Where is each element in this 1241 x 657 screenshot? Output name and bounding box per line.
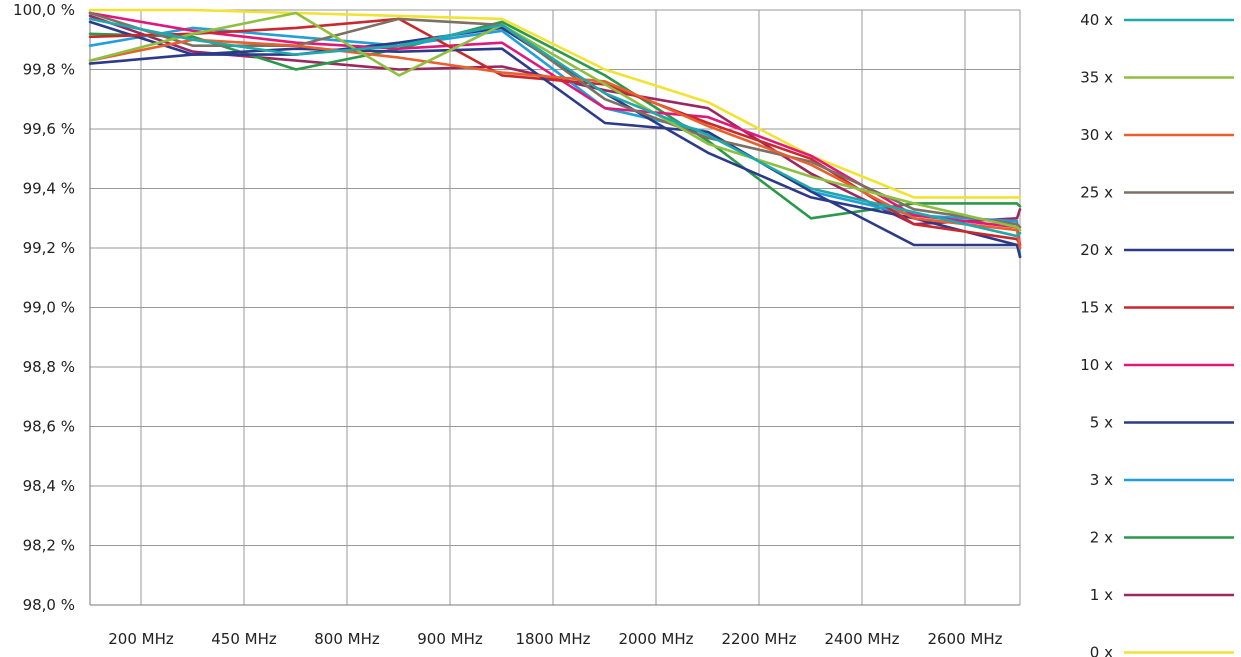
legend-label: 40 x <box>1080 11 1113 29</box>
y-tick-label: 98,6 % <box>23 418 75 436</box>
y-tick-label: 99,8 % <box>23 61 75 79</box>
y-tick-label: 100,0 % <box>13 1 75 19</box>
x-tick-labels: 200 MHz 450 MHz 800 MHz 900 MHz 1800 MHz 2000… <box>108 630 1002 648</box>
x-tick-label: 900 MHz <box>417 630 483 648</box>
legend-label: 15 x <box>1080 299 1113 317</box>
y-tick-label: 98,4 % <box>23 477 75 495</box>
y-tick-label: 99,6 % <box>23 120 75 138</box>
y-tick-label: 99,4 % <box>23 180 75 198</box>
series-line-2x <box>88 20 1022 220</box>
x-tick-label: 2200 MHz <box>721 630 796 648</box>
series-line-30x <box>88 38 1022 250</box>
legend-label: 2 x <box>1090 529 1113 547</box>
legend: 40 x 35 x 30 x 25 x 20 x 15 x 10 x 5 x 3 x 2 x 1 x… <box>1080 11 1234 657</box>
series-line-0x <box>88 8 1022 199</box>
x-tick-label: 2000 MHz <box>618 630 693 648</box>
y-tick-label: 98,8 % <box>23 358 75 376</box>
legend-label: 20 x <box>1080 241 1113 259</box>
x-tick-label: 2400 MHz <box>824 630 899 648</box>
x-tick-label: 450 MHz <box>211 630 277 648</box>
legend-label: 35 x <box>1080 69 1113 87</box>
axes <box>89 10 1020 606</box>
legend-label: 25 x <box>1080 184 1113 202</box>
series-line-40x <box>88 17 1022 238</box>
x-tick-label: 800 MHz <box>314 630 380 648</box>
legend-label: 3 x <box>1090 471 1113 489</box>
series-line-25x <box>88 11 1022 229</box>
series-lines <box>88 8 1022 259</box>
y-tick-label: 98,0 % <box>23 596 75 614</box>
y-tick-label: 99,0 % <box>23 299 75 317</box>
legend-label: 0 x <box>1090 644 1113 657</box>
y-tick-label: 98,2 % <box>23 537 75 555</box>
y-tick-label: 99,2 % <box>23 239 75 257</box>
legend-label: 1 x <box>1090 586 1113 604</box>
y-tick-labels: 100,0 % 99,8 % 99,6 % 99,4 % 99,2 % 99,0 % 98,… <box>13 1 75 614</box>
x-tick-label: 1800 MHz <box>515 630 590 648</box>
x-tick-label: 2600 MHz <box>927 630 1002 648</box>
series-line-35x <box>88 11 1022 232</box>
x-tick-label: 200 MHz <box>108 630 174 648</box>
legend-label: 10 x <box>1080 356 1113 374</box>
legend-label: 30 x <box>1080 126 1113 144</box>
legend-label: 5 x <box>1090 414 1113 432</box>
grid <box>90 9 1021 605</box>
